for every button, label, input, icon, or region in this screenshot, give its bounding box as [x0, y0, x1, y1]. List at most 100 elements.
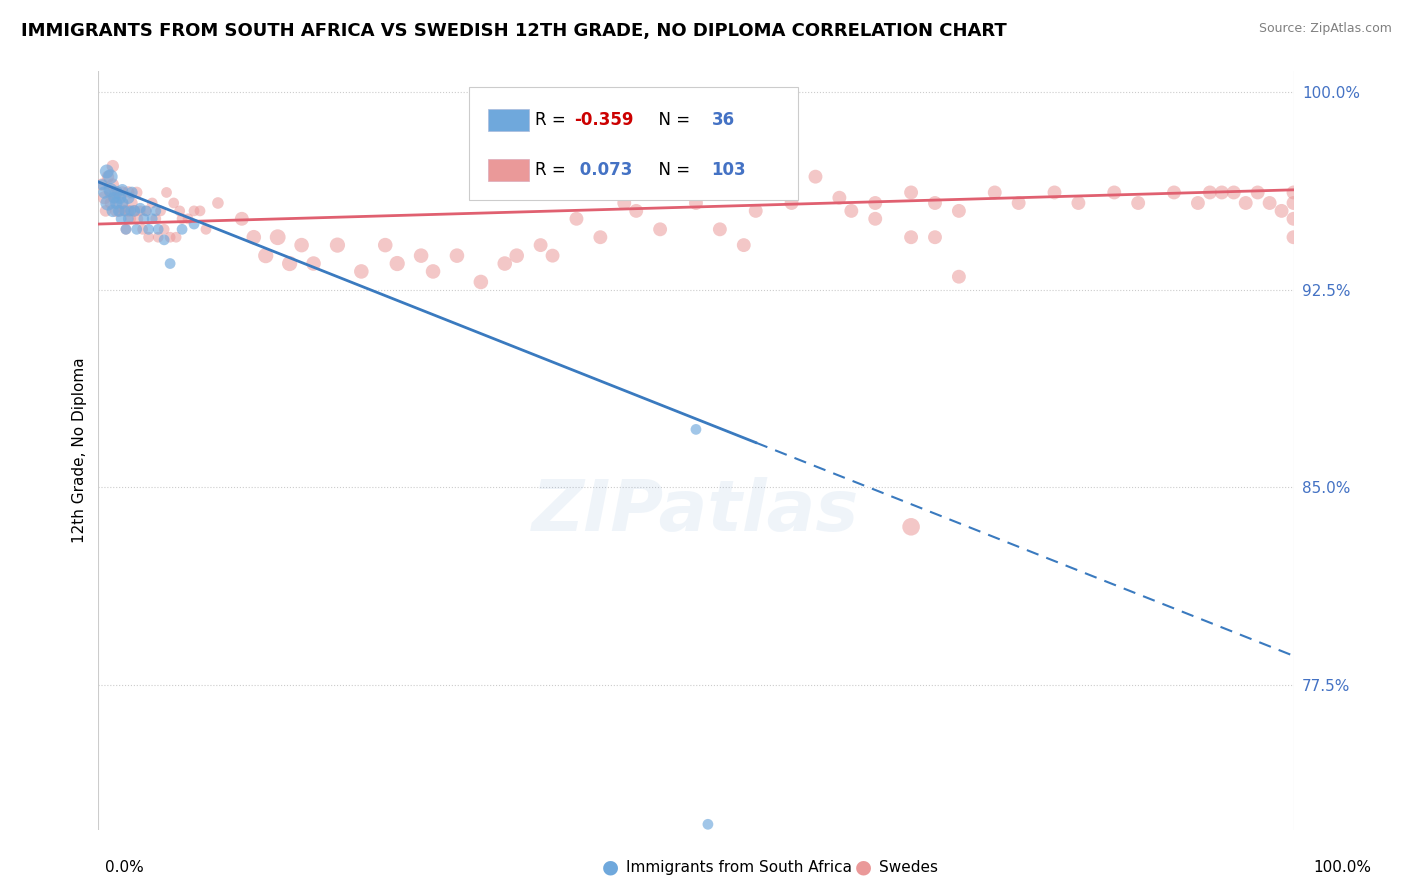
Point	[108, 203, 131, 218]
Point	[374, 238, 396, 252]
Point	[98, 169, 122, 184]
Point	[733, 238, 755, 252]
Point	[411, 249, 433, 263]
Point	[1223, 186, 1246, 200]
Point	[243, 230, 266, 244]
Point	[132, 211, 155, 226]
Text: R =: R =	[534, 111, 571, 129]
Point	[278, 256, 301, 270]
Point	[291, 238, 314, 252]
Text: -0.359: -0.359	[574, 111, 634, 129]
Point	[111, 196, 134, 211]
Text: 103: 103	[711, 161, 747, 179]
Point	[1043, 186, 1066, 200]
Point	[124, 203, 146, 218]
Point	[105, 186, 128, 200]
Point	[1104, 186, 1126, 200]
Point	[589, 230, 612, 244]
Point	[117, 186, 139, 200]
Text: IMMIGRANTS FROM SOUTH AFRICA VS SWEDISH 12TH GRADE, NO DIPLOMA CORRELATION CHART: IMMIGRANTS FROM SOUTH AFRICA VS SWEDISH …	[21, 22, 1007, 40]
Point	[254, 249, 277, 263]
Point	[138, 222, 160, 236]
Point	[1199, 186, 1222, 200]
Point	[108, 191, 131, 205]
Point	[195, 222, 218, 236]
Point	[111, 186, 134, 200]
Point	[1008, 196, 1031, 211]
Point	[135, 203, 157, 218]
Point	[900, 186, 922, 200]
Point	[924, 230, 946, 244]
Point	[470, 275, 492, 289]
Point	[111, 183, 134, 197]
Point	[494, 256, 516, 270]
Point	[326, 238, 349, 252]
Point	[104, 191, 127, 205]
Point	[422, 264, 444, 278]
Point	[177, 211, 200, 226]
Point	[97, 169, 120, 184]
Point	[709, 222, 731, 236]
Point	[1258, 196, 1281, 211]
Text: ●: ●	[602, 857, 619, 877]
Point	[984, 186, 1007, 200]
Point	[129, 201, 152, 215]
Point	[117, 203, 139, 218]
Point	[124, 203, 146, 218]
Point	[685, 422, 707, 436]
Point	[125, 222, 148, 236]
Point	[267, 230, 290, 244]
Point	[96, 164, 118, 178]
Point	[613, 196, 636, 211]
Point	[121, 196, 143, 211]
Point	[948, 203, 970, 218]
Point	[165, 230, 187, 244]
Point	[129, 203, 152, 218]
Point	[120, 203, 142, 218]
Point	[125, 186, 148, 200]
Point	[114, 203, 136, 218]
Point	[115, 222, 138, 236]
Point	[841, 203, 863, 218]
Point	[101, 159, 124, 173]
Point	[103, 191, 125, 205]
Point	[350, 264, 373, 278]
Point	[697, 817, 720, 831]
Point	[135, 203, 157, 218]
Point	[302, 256, 325, 270]
Point	[1271, 203, 1294, 218]
Point	[141, 211, 163, 226]
Point	[1247, 186, 1270, 200]
Point	[1163, 186, 1185, 200]
FancyBboxPatch shape	[488, 109, 529, 131]
Point	[111, 196, 134, 211]
Point	[121, 186, 143, 200]
Point	[1128, 196, 1150, 211]
Point	[145, 203, 167, 218]
Point	[804, 169, 827, 184]
Point	[648, 222, 672, 236]
Point	[91, 178, 114, 192]
Point	[149, 203, 172, 218]
Point	[530, 238, 553, 252]
Point	[159, 230, 181, 244]
Point	[385, 256, 409, 270]
Text: ●: ●	[855, 857, 872, 877]
Point	[93, 191, 115, 205]
Point	[626, 203, 648, 218]
Text: Swedes: Swedes	[879, 860, 938, 874]
Text: ZIPatlas: ZIPatlas	[533, 476, 859, 546]
Text: 100.0%: 100.0%	[1313, 860, 1371, 874]
Point	[541, 249, 564, 263]
Point	[98, 186, 122, 200]
Y-axis label: 12th Grade, No Diploma: 12th Grade, No Diploma	[72, 358, 87, 543]
Text: 36: 36	[711, 111, 734, 129]
Point	[91, 178, 114, 192]
Point	[900, 520, 922, 534]
Point	[1234, 196, 1257, 211]
Text: N =: N =	[648, 161, 696, 179]
Text: 0.0%: 0.0%	[105, 860, 145, 874]
Point	[207, 196, 229, 211]
Point	[828, 191, 851, 205]
Point	[105, 196, 128, 211]
